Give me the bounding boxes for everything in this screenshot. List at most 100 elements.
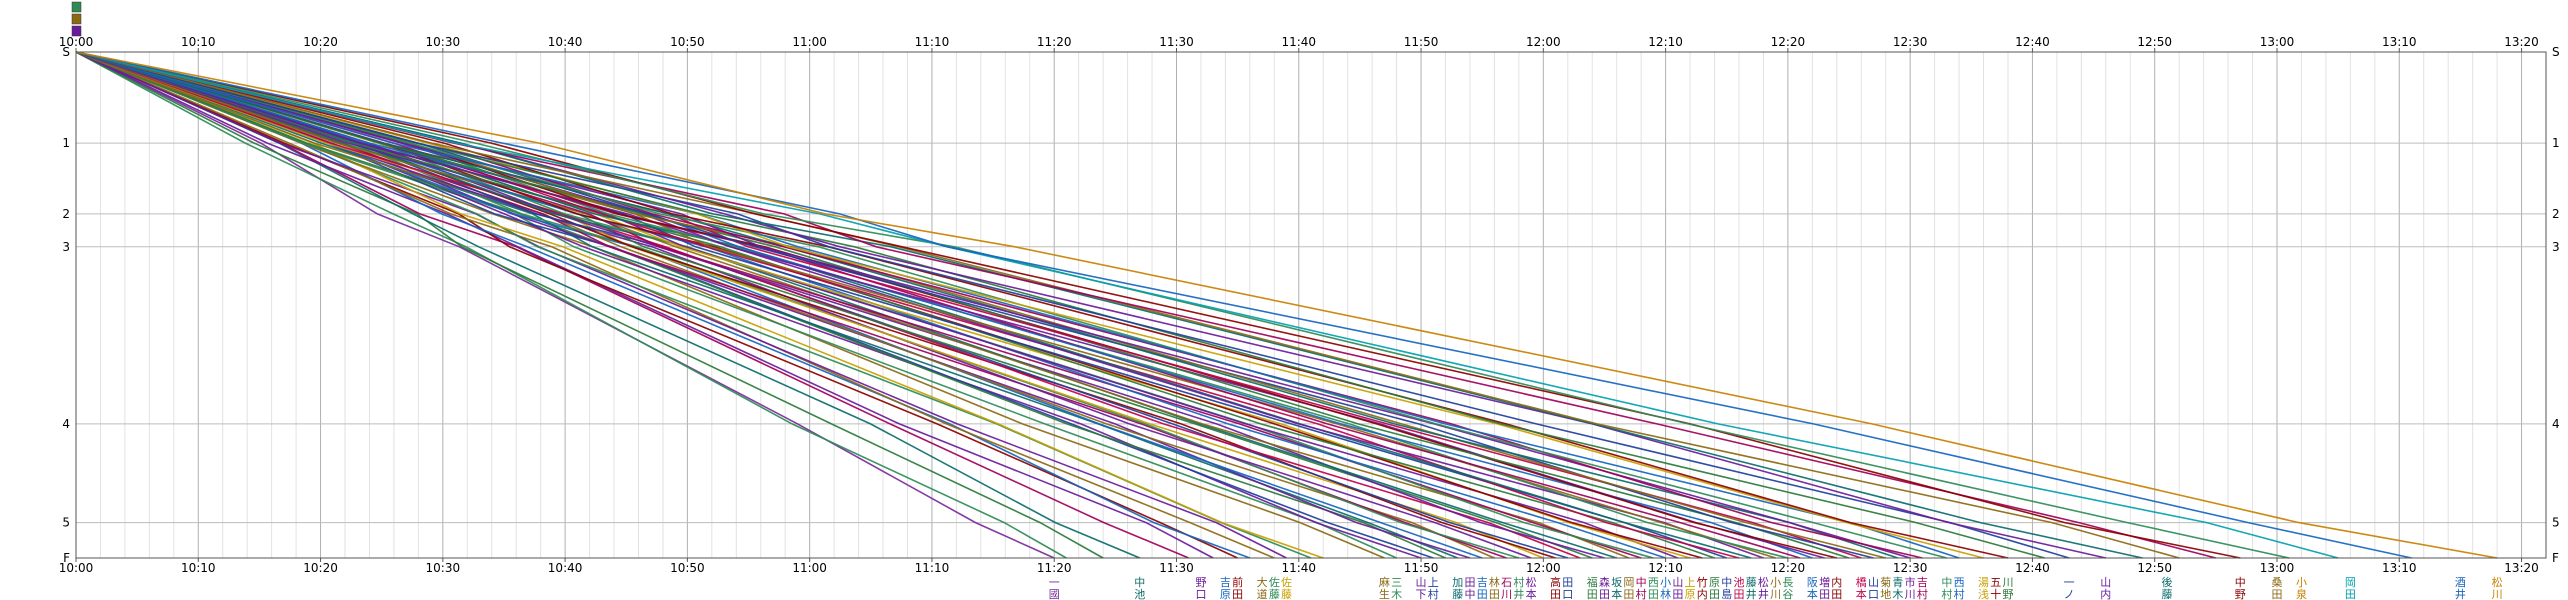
runner-name-char: 藤 bbox=[2161, 588, 2172, 600]
runner-name-char: 口 bbox=[1562, 588, 1573, 600]
runner-name-char: 林 bbox=[1489, 575, 1500, 589]
runner-name-char: ノ bbox=[2064, 588, 2075, 600]
runner-name-char: 大 bbox=[1257, 575, 1268, 589]
runner-name-char: 本 bbox=[1526, 587, 1537, 600]
runner-name-char: 村 bbox=[1428, 587, 1439, 600]
runner-name-char: 三 bbox=[1391, 576, 1402, 589]
station-label-right: 4 bbox=[2552, 417, 2560, 431]
station-label-right: 2 bbox=[2552, 207, 2560, 221]
runner-name-char: 中 bbox=[1941, 576, 1952, 589]
x-tick-label-top: 10:20 bbox=[303, 35, 338, 49]
runner-name-char: 林 bbox=[1660, 587, 1671, 600]
runner-name-char: 川 bbox=[2002, 576, 2013, 589]
runner-label-layer: 一國陽平中池春野口裕吉原茂前田卓大道隆佐藤浩佐藤弘麻生茂三木康山下正上村雄加藤修… bbox=[1049, 575, 2503, 600]
x-tick-label-top: 12:30 bbox=[1893, 35, 1928, 49]
runner-name-char: 中 bbox=[1464, 588, 1475, 600]
runner-name-char: 松 bbox=[1526, 575, 1537, 589]
x-tick-label-top: 12:00 bbox=[1526, 35, 1561, 49]
runner-name-char: 村 bbox=[1941, 587, 1952, 600]
runner-name-char: 西 bbox=[1954, 576, 1965, 589]
series-line bbox=[75, 51, 1581, 559]
series-line bbox=[75, 51, 1104, 559]
runner-name-char: 藤 bbox=[1281, 588, 1292, 600]
runner-name-char: 村 bbox=[1954, 587, 1965, 600]
series-line bbox=[75, 51, 1679, 559]
runner-name-char: 湯 bbox=[1978, 576, 1989, 589]
x-tick-label-bottom: 13:10 bbox=[2382, 561, 2417, 575]
runner-name-char: 田 bbox=[1623, 588, 1634, 600]
runner-name-char: 小 bbox=[2296, 576, 2307, 589]
runner-name-char: 田 bbox=[1831, 588, 1842, 600]
runner-name-char: 一 bbox=[2064, 576, 2075, 589]
x-tick-label-top: 12:20 bbox=[1771, 35, 1806, 49]
runner-name-char: 浅 bbox=[1978, 588, 1989, 600]
series-line bbox=[75, 51, 1238, 559]
runner-name-char: 田 bbox=[1232, 588, 1243, 600]
runner-name-char: 道 bbox=[1257, 587, 1268, 600]
series-line bbox=[75, 51, 2498, 559]
station-label-left: 5 bbox=[62, 516, 70, 530]
runner-name-char: 中 bbox=[2235, 576, 2246, 589]
runner-name-char: 山 bbox=[1672, 576, 1683, 589]
series-line bbox=[75, 51, 2290, 559]
series-line bbox=[75, 51, 1593, 559]
x-tick-label-bottom: 11:40 bbox=[1281, 561, 1316, 575]
runner-name-char: 吉 bbox=[1917, 576, 1928, 589]
x-tick-label-top: 11:50 bbox=[1404, 35, 1439, 49]
x-tick-label-bottom: 10:00 bbox=[59, 561, 94, 575]
runner-name-char: 阪 bbox=[1807, 575, 1818, 589]
runner-name-char: 佐 bbox=[1269, 575, 1280, 589]
station-label-right: S bbox=[2552, 45, 2560, 59]
runner-name-char: 田 bbox=[1819, 588, 1830, 600]
x-tick-label-bottom: 10:40 bbox=[548, 561, 583, 575]
x-tick-label-top: 13:20 bbox=[2504, 35, 2539, 49]
series-line bbox=[75, 51, 1813, 559]
station-label-right: 3 bbox=[2552, 240, 2560, 254]
runner-name-char: 口 bbox=[1868, 588, 1879, 600]
runner-name-char: 高 bbox=[1550, 575, 1561, 589]
x-tick-label-top: 10:40 bbox=[548, 35, 583, 49]
x-tick-label-bottom: 12:10 bbox=[1648, 561, 1683, 575]
runner-name-char: 内 bbox=[2100, 587, 2111, 600]
series-line bbox=[75, 51, 2412, 559]
runner-name-char: 福 bbox=[1587, 575, 1598, 589]
x-tick-label-top: 11:00 bbox=[792, 35, 827, 49]
runner-name-char: 口 bbox=[1195, 588, 1206, 600]
runner-name-char: 加 bbox=[1452, 576, 1463, 589]
runner-name-char: 原 bbox=[1685, 588, 1696, 600]
runner-name-char: 石 bbox=[1501, 576, 1512, 589]
runner-name-char: 野 bbox=[2002, 588, 2013, 600]
x-tick-label-bottom: 13:00 bbox=[2260, 561, 2295, 575]
runner-name-char: 原 bbox=[1709, 576, 1720, 589]
runner-name-char: 吉 bbox=[1477, 576, 1488, 589]
runner-name-char: 山 bbox=[1416, 576, 1427, 589]
runner-name-char: 村 bbox=[1513, 575, 1524, 589]
runner-name-char: 野 bbox=[2235, 588, 2246, 600]
series-line bbox=[75, 51, 2143, 559]
runner-name-char: 松 bbox=[1758, 575, 1769, 589]
runner-name-char: 本 bbox=[1611, 587, 1622, 600]
station-label-left: 3 bbox=[62, 240, 70, 254]
runner-name-char: 野 bbox=[1195, 576, 1206, 589]
x-tick-label-bottom: 10:10 bbox=[181, 561, 216, 575]
runner-name-char: 井 bbox=[1513, 587, 1524, 600]
series-line bbox=[75, 51, 1055, 559]
runner-name-char: 田 bbox=[1477, 588, 1488, 600]
runner-name-char: 國 bbox=[1049, 588, 1060, 600]
runner-name-char: 川 bbox=[2492, 588, 2503, 600]
x-tick-label-top: 10:10 bbox=[181, 35, 216, 49]
runner-name-char: 上 bbox=[1685, 576, 1696, 589]
runner-name-char: 佐 bbox=[1281, 575, 1292, 589]
x-tick-label-top: 11:10 bbox=[915, 35, 950, 49]
station-label-left: 1 bbox=[62, 136, 70, 150]
x-tick-label-bottom: 11:20 bbox=[1037, 561, 1072, 575]
x-tick-label-top: 10:30 bbox=[426, 35, 461, 49]
runner-name-char: 中 bbox=[1636, 576, 1647, 589]
runner-name-char: 藤 bbox=[1269, 588, 1280, 600]
x-tick-label-top: 11:30 bbox=[1159, 35, 1194, 49]
runner-name-char: 田 bbox=[1489, 588, 1500, 600]
x-tick-label-top: 13:10 bbox=[2382, 35, 2417, 49]
runner-name-char: 内 bbox=[1697, 587, 1708, 600]
runner-name-char: 本 bbox=[1807, 587, 1818, 600]
